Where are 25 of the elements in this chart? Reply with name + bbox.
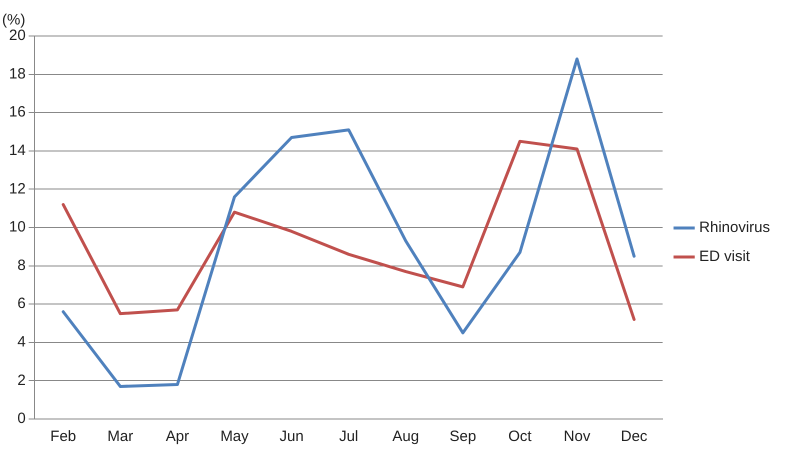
y-tick-label: 0 [17,410,26,428]
y-tick-label: 18 [8,65,26,82]
y-tick-label: 10 [8,218,26,236]
x-tick-label: Jul [339,428,358,446]
x-tick-label: Mar [107,428,134,446]
x-tick-label: Jun [279,428,304,446]
y-tick-label: 6 [17,295,26,312]
x-tick-label: Dec [620,428,648,446]
x-tick-label: Feb [50,428,76,446]
x-tick-label: Aug [392,428,420,446]
x-tick-label: Oct [508,428,532,446]
y-tick-label: 12 [8,180,26,198]
y-tick-label: 2 [17,372,26,389]
x-tick-label: Sep [449,428,476,446]
x-tick-label: May [220,428,250,446]
legend-label: Rhinovirus [699,219,770,236]
x-tick-label: Nov [564,428,591,446]
y-tick-label: 8 [17,256,26,274]
x-tick-label: Apr [166,428,190,446]
y-tick-label: 20 [8,27,26,44]
y-axis-title: (%) [2,12,26,29]
y-tick-label: 16 [8,104,26,121]
y-tick-label: 4 [17,334,26,351]
y-tick-label: 14 [8,142,26,160]
legend-label: ED visit [699,248,751,266]
